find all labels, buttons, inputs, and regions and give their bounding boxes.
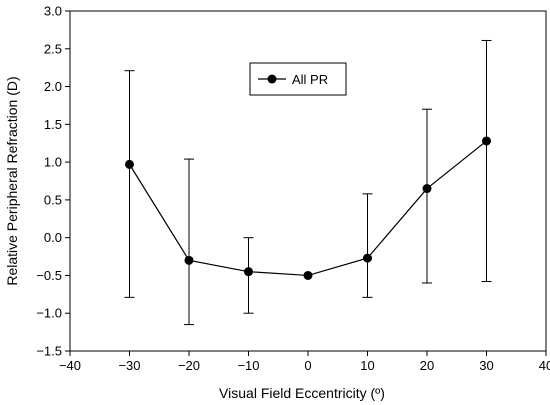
data-point	[363, 253, 372, 263]
y-tick-label: −1.5	[36, 344, 62, 359]
x-tick-label: 10	[360, 358, 374, 373]
y-tick-label: 0.5	[44, 192, 62, 207]
x-axis-title: Visual Field Eccentricity (º)	[219, 385, 385, 401]
x-tick-label: −20	[178, 358, 200, 373]
y-tick-label: 3.0	[44, 4, 62, 19]
plot-border	[69, 10, 547, 352]
data-point	[184, 255, 194, 265]
y-axis-ticks: 3.0 2.5 2.0 1.5 1.0 0.5 0.0 −0.5 −1.0 −1.5	[36, 4, 70, 359]
data-point	[125, 159, 134, 169]
x-tick-label: 30	[479, 358, 493, 373]
data-point	[422, 184, 432, 194]
series-line	[128, 140, 487, 277]
data-point	[244, 267, 253, 277]
legend: All PR	[249, 62, 347, 96]
legend-marker	[267, 74, 277, 84]
x-tick-label: 20	[420, 358, 434, 373]
data-point	[482, 136, 491, 146]
x-axis-ticks: −40 −30 −20 −10 0 10 20 30 40	[59, 351, 550, 373]
x-tick-label: 0	[304, 358, 311, 373]
x-tick-label: −40	[59, 358, 81, 373]
data-point	[303, 270, 313, 280]
y-tick-label: −1.0	[36, 306, 62, 321]
x-tick-label: −10	[237, 358, 259, 373]
y-tick-label: 2.0	[44, 79, 62, 94]
y-tick-label: 1.5	[44, 117, 62, 132]
y-axis-title: Relative Peripheral Refraction (D)	[4, 76, 20, 285]
legend-label: All PR	[292, 72, 328, 87]
error-bars	[124, 39, 492, 326]
y-tick-label: 1.0	[44, 155, 62, 170]
x-tick-label: 40	[539, 358, 550, 373]
x-tick-label: −30	[118, 358, 140, 373]
y-tick-label: −0.5	[36, 268, 62, 283]
series-lines	[128, 140, 487, 277]
markers	[125, 136, 491, 280]
y-tick-label: 2.5	[44, 41, 62, 56]
y-tick-label: 0.0	[44, 230, 62, 245]
plot-frame	[69, 10, 547, 352]
